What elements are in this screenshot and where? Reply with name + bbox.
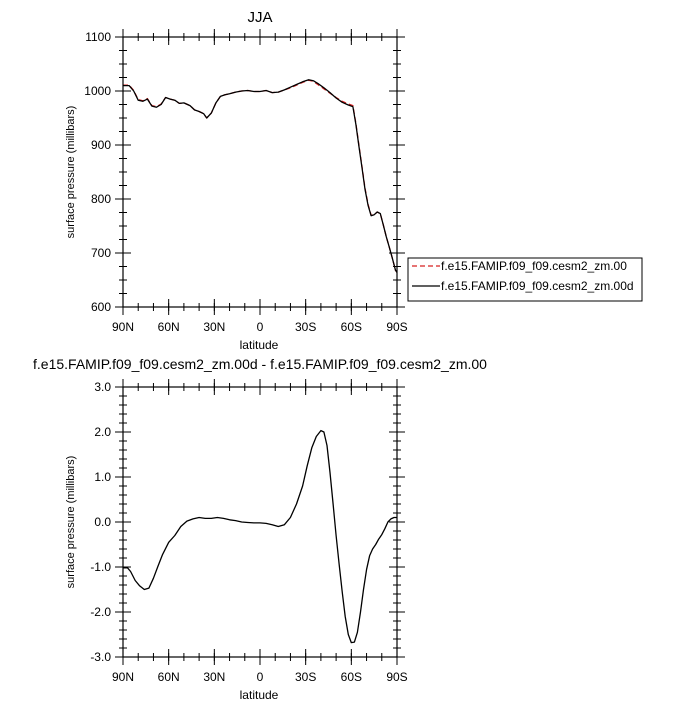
legend-label-0: f.e15.FAMIP.f09_f09.cesm2_zm.00	[441, 259, 627, 273]
bottom-panel: f.e15.FAMIP.f09_f09.cesm2_zm.00d - f.e15…	[33, 356, 487, 702]
x-axis-label: latitude	[240, 338, 279, 352]
x-tick-label: 90N	[112, 320, 134, 334]
x-tick-label: 60N	[158, 320, 180, 334]
legend: f.e15.FAMIP.f09_f09.cesm2_zm.00 f.e15.FAM…	[407, 257, 643, 302]
chart-title: f.e15.FAMIP.f09_f09.cesm2_zm.00d - f.e15…	[33, 356, 487, 372]
series-line-0	[123, 79, 398, 273]
y-tick-label: -3.0	[90, 650, 111, 664]
y-tick-label: 1000	[84, 84, 111, 98]
plot-frame	[122, 36, 398, 308]
legend-label-1: f.e15.FAMIP.f09_f09.cesm2_zm.00d	[441, 279, 634, 293]
y-tick-label: 2.0	[94, 425, 111, 439]
x-tick-label: 60N	[158, 670, 180, 684]
x-tick-label: 90S	[386, 670, 407, 684]
y-tick-label: 800	[91, 192, 111, 206]
top-panel: JJA 90N 60N 30N 0 30S 60S 90S 1100 1000 900 800 700 6…	[65, 9, 643, 352]
legend-box	[407, 257, 643, 302]
x-tick-label: 30S	[295, 670, 316, 684]
y-tick-label: 0.0	[94, 515, 111, 529]
chart-title: JJA	[247, 9, 272, 26]
x-axis-label: latitude	[240, 688, 279, 702]
x-tick-label: 30N	[203, 670, 225, 684]
x-tick-label: 60S	[341, 320, 362, 334]
y-tick-label: 700	[91, 246, 111, 260]
series-line-0	[123, 429, 397, 644]
x-tick-label: 60S	[341, 670, 362, 684]
y-axis-label: surface pressure (millibars)	[65, 456, 77, 589]
x-tick-label: 30N	[203, 320, 225, 334]
x-tick-label: 30S	[295, 320, 316, 334]
x-tick-label: 90N	[112, 670, 134, 684]
x-tick-label: 0	[257, 670, 264, 684]
x-tick-label: 90S	[386, 320, 407, 334]
series-line-1	[123, 79, 398, 273]
y-tick-label: 1100	[85, 30, 111, 44]
y-axis-label: surface pressure (millibars)	[65, 106, 77, 239]
y-tick-label: 1.0	[94, 470, 111, 484]
y-tick-label: -2.0	[90, 605, 111, 619]
y-tick-label: 900	[91, 138, 111, 152]
y-tick-label: 3.0	[94, 380, 111, 394]
y-tick-label: 600	[91, 300, 111, 314]
x-tick-label: 0	[257, 320, 264, 334]
plot-frame	[122, 386, 398, 658]
y-tick-label: -1.0	[90, 560, 111, 574]
